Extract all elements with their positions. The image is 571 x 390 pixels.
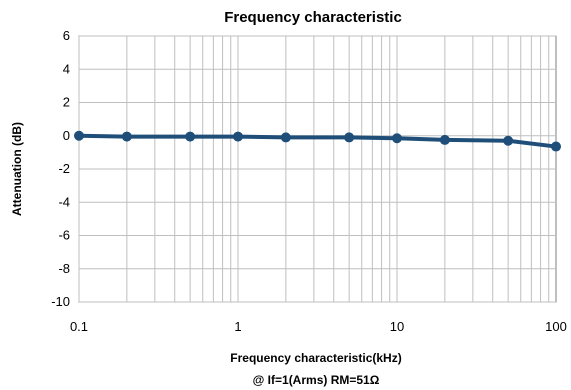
y-tick-label: -6 [58,228,70,243]
chart-title: Frequency characteristic [224,9,402,26]
grid-layer [78,35,556,303]
data-point [344,132,355,143]
data-point [503,135,514,146]
data-point [74,130,84,141]
x-tick-label: 1 [234,319,241,334]
data-point [233,131,243,142]
data-point [121,131,132,142]
y-tick-label: 0 [63,128,70,143]
data-point [392,133,402,144]
data-point [185,131,196,142]
y-tick-label: -8 [58,261,70,276]
y-axis-label: Attenuation (dB) [10,122,24,216]
x-tick-label: 100 [545,319,567,334]
line-layer [77,133,558,149]
y-tick-label: 2 [63,95,70,110]
x-axis-label: Frequency characteristic(kHz) [230,351,401,365]
y-tick-label: -10 [51,294,70,309]
x-tick-label: 0.1 [70,319,88,334]
y-tick-label: 4 [63,61,70,76]
y-tick-label: -4 [58,194,70,209]
point-layer [74,130,561,152]
data-point [439,134,450,145]
x-tick-label: 10 [390,319,404,334]
y-tick-label: -2 [58,161,70,176]
data-point [280,132,291,143]
chart-note: @ If=1(Arms) RM=51Ω [253,373,380,387]
tick-layer: 6 4 2 0 -2 -4 -6 -8 -100.1 1 10 100 [51,28,567,334]
series-line [77,133,558,149]
y-tick-label: 6 [63,28,70,43]
data-point [551,141,561,152]
